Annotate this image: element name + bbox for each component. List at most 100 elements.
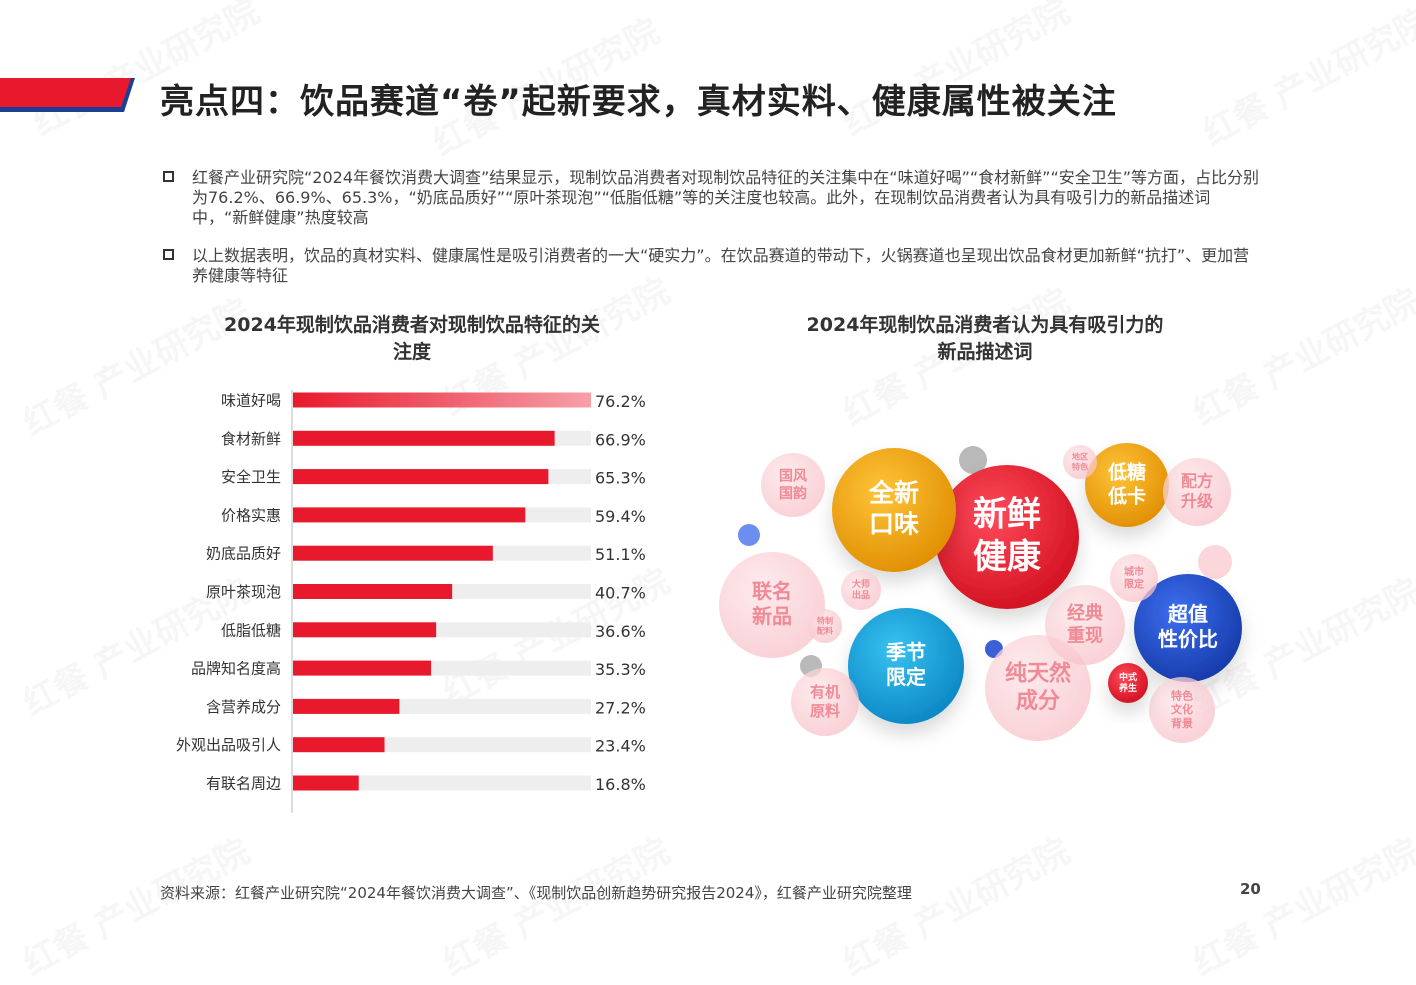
bubble-label: 文化 xyxy=(1171,702,1193,716)
watermark: 红餐 产业研究院 xyxy=(1186,831,1416,984)
bubble-label: 特制 xyxy=(817,616,833,626)
data-label: 16.8% xyxy=(595,775,646,794)
category-label: 外观出品吸引人 xyxy=(176,736,281,754)
bar xyxy=(293,392,591,408)
bar-chart-title: 2024年现制饮品消费者对现制饮品特征的关注度 xyxy=(222,312,602,366)
data-label: 35.3% xyxy=(595,660,646,679)
data-label: 27.2% xyxy=(595,698,646,717)
bar xyxy=(293,737,385,753)
bubble-label: 配料 xyxy=(817,626,833,636)
data-label: 36.6% xyxy=(595,622,646,641)
bubble-label: 升级 xyxy=(1181,492,1214,511)
bubble-label: 纯天然 xyxy=(1005,660,1071,686)
bubble-chart-title-text: 2024年现制饮品消费者认为具有吸引力的新品描述词 xyxy=(806,314,1164,363)
bubble-circle xyxy=(832,448,956,572)
bubble-label: 背景 xyxy=(1171,716,1193,730)
page-title: 亮点四：饮品赛道“卷”起新要求，真材实料、健康属性被关注 xyxy=(160,82,1117,122)
bubble-label: 国韵 xyxy=(779,485,807,502)
bullet-text: 以上数据表明，饮品的真材实料、健康属性是吸引消费者的一大“硬实力”。在饮品赛道的… xyxy=(192,246,1250,285)
bubble-label: 季节 xyxy=(885,640,926,664)
category-label: 奶底品质好 xyxy=(206,545,281,563)
bullet-text: 红餐产业研究院“2024年餐饮消费大调查”结果显示，现制饮品消费者对现制饮品特征… xyxy=(192,168,1260,227)
title-accent-bar xyxy=(0,78,135,112)
watermark: 红餐 产业研究院 xyxy=(26,0,267,144)
bubble-label: 原料 xyxy=(810,702,840,720)
bubble-chart: 新鲜健康全新口味季节限定超值性价比低糖低卡联名新品纯天然成分经典重现国风国韵配方… xyxy=(719,443,1242,743)
category-label: 食材新鲜 xyxy=(221,430,281,448)
bubble-label: 大师 xyxy=(852,578,870,590)
bar-chart: 味道好喝 76.2% 食材新鲜 66.9% 安全卫生 65.3% 价格实惠 59.4% 奶底品质… xyxy=(176,390,646,813)
bubble-label: 经典 xyxy=(1067,602,1103,624)
bubble-circle xyxy=(1110,554,1158,602)
bubble-circle xyxy=(1045,585,1125,665)
data-label: 40.7% xyxy=(595,584,646,603)
page-number: 20 xyxy=(1240,880,1261,898)
bar xyxy=(293,469,549,485)
watermark: 红餐 产业研究院 xyxy=(1186,281,1416,434)
bubble-label: 特色 xyxy=(1072,462,1088,472)
bubble-label: 成分 xyxy=(1016,689,1060,714)
bubble-circle xyxy=(1108,663,1148,703)
bubble-circle xyxy=(841,570,881,610)
category-label: 味道好喝 xyxy=(221,392,281,410)
category-label: 品牌知名度高 xyxy=(191,660,281,678)
bubble-label: 联名 xyxy=(752,579,792,603)
bubble-circle xyxy=(935,465,1079,609)
data-label: 65.3% xyxy=(595,469,646,488)
bubble-chart-title: 2024年现制饮品消费者认为具有吸引力的新品描述词 xyxy=(800,312,1170,366)
bubble-label: 出品 xyxy=(852,589,870,601)
bar xyxy=(293,545,493,561)
bubble-label: 配方 xyxy=(1181,472,1213,491)
data-label: 66.9% xyxy=(595,430,646,449)
category-label: 原叶茶现泡 xyxy=(206,583,281,601)
category-label: 价格实惠 xyxy=(221,506,281,524)
watermark: 红餐 产业研究院 xyxy=(436,831,677,984)
bubble-label: 健康 xyxy=(973,537,1041,577)
source-note: 资料来源：红餐产业研究院“2024年餐饮消费大调查”、《现制饮品创新趋势研究报告… xyxy=(160,884,912,902)
bar xyxy=(293,660,432,676)
bubble-label: 地区 xyxy=(1072,452,1088,462)
bar xyxy=(293,775,359,791)
bubble-label: 重现 xyxy=(1067,624,1103,646)
bubble-label: 有机 xyxy=(810,683,840,701)
bubble-label: 养生 xyxy=(1118,682,1137,694)
watermark: 红餐 产业研究院 xyxy=(836,0,1077,144)
bullet-point: 红餐产业研究院“2024年餐饮消费大调查”结果显示，现制饮品消费者对现制饮品特征… xyxy=(163,168,1263,228)
bubble-label: 低卡 xyxy=(1107,484,1146,507)
bar xyxy=(293,584,453,599)
data-label: 59.4% xyxy=(595,507,646,526)
decorative-dot xyxy=(959,446,987,474)
bubble-circle xyxy=(791,668,859,736)
bubble-circle xyxy=(719,552,825,658)
bubble-label: 限定 xyxy=(886,665,926,689)
bubble-circle xyxy=(985,635,1091,741)
category-label: 安全卫生 xyxy=(221,468,281,486)
bubble-circle xyxy=(808,609,842,643)
bubble-label: 限定 xyxy=(1124,577,1144,590)
bubble-circle xyxy=(1163,458,1231,526)
watermark: 红餐 产业研究院 xyxy=(1196,1,1416,154)
category-label: 含营养成分 xyxy=(206,698,281,716)
bubble-label: 中式 xyxy=(1119,671,1137,683)
decorative-dot xyxy=(738,524,760,546)
bubble-label: 性价比 xyxy=(1158,627,1218,651)
bubble-label: 口味 xyxy=(869,510,919,539)
watermark: 红餐 产业研究院 xyxy=(16,831,257,984)
bar xyxy=(293,430,555,446)
bubble-circle xyxy=(1149,677,1215,743)
